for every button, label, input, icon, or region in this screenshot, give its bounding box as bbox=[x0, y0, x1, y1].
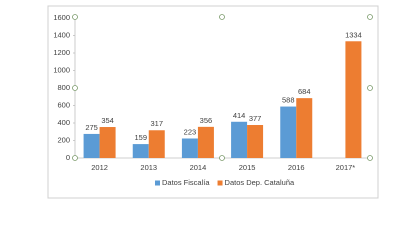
bar bbox=[231, 121, 248, 158]
y-tick-label: 1600 bbox=[53, 13, 70, 22]
handle bbox=[367, 155, 373, 161]
value-label: 588 bbox=[282, 96, 295, 105]
value-label: 1334 bbox=[345, 30, 362, 39]
bar bbox=[132, 144, 149, 158]
y-tick-label: 600 bbox=[57, 100, 70, 109]
legend-swatch bbox=[217, 180, 223, 186]
value-label: 684 bbox=[298, 87, 311, 96]
x-tick-label: 2013 bbox=[140, 163, 157, 172]
legend-label: Datos Fiscalía bbox=[162, 178, 210, 187]
handle bbox=[72, 155, 78, 161]
y-tick-label: 0 bbox=[66, 153, 70, 162]
value-label: 159 bbox=[134, 133, 147, 142]
x-tick-label: 2016 bbox=[288, 163, 305, 172]
handle bbox=[72, 85, 78, 91]
y-tick-label: 1400 bbox=[53, 30, 70, 39]
bar bbox=[247, 125, 264, 158]
x-tick-label: 2015 bbox=[239, 163, 256, 172]
x-tick-label: 2014 bbox=[190, 163, 207, 172]
value-label: 354 bbox=[101, 116, 114, 125]
bar bbox=[148, 130, 165, 158]
handle bbox=[219, 14, 225, 20]
x-tick-label: 2012 bbox=[91, 163, 108, 172]
bar bbox=[345, 41, 362, 158]
legend-label: Datos Dep. Cataluña bbox=[225, 178, 295, 187]
y-tick-label: 400 bbox=[57, 118, 70, 127]
value-label: 377 bbox=[249, 114, 262, 123]
y-tick-label: 800 bbox=[57, 83, 70, 92]
value-label: 356 bbox=[200, 116, 213, 125]
value-label: 275 bbox=[85, 123, 98, 132]
bar bbox=[296, 98, 313, 158]
bar bbox=[280, 106, 297, 158]
y-tick-label: 1200 bbox=[53, 48, 70, 57]
x-tick-label: 2017* bbox=[336, 163, 356, 172]
bar bbox=[99, 127, 116, 158]
y-tick-label: 1000 bbox=[53, 65, 70, 74]
value-label: 223 bbox=[184, 127, 197, 136]
handle bbox=[72, 14, 78, 20]
selection-handles bbox=[72, 14, 373, 161]
chart-frame bbox=[47, 5, 379, 199]
bar bbox=[181, 138, 198, 158]
legend-swatch bbox=[155, 180, 160, 186]
handle bbox=[367, 14, 373, 20]
value-label: 414 bbox=[233, 111, 246, 120]
value-label: 317 bbox=[150, 119, 163, 128]
bar bbox=[83, 133, 100, 158]
y-tick-label: 200 bbox=[57, 135, 70, 144]
handle bbox=[219, 155, 225, 161]
handle bbox=[367, 85, 373, 91]
bar bbox=[197, 126, 214, 158]
